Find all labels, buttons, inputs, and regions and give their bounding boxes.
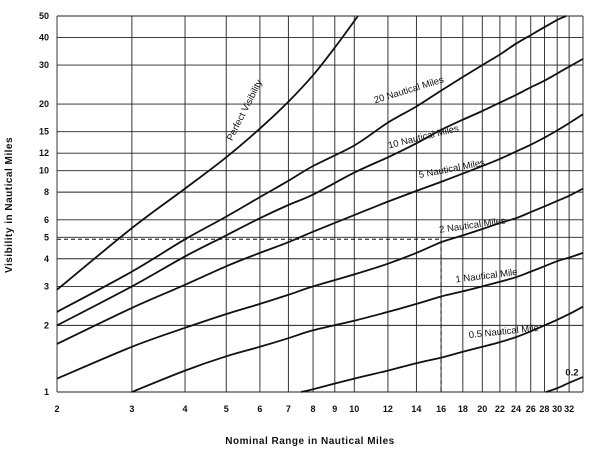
x-tick-label: 5 — [224, 404, 229, 414]
x-tick-label: 18 — [458, 404, 468, 414]
y-tick-label: 40 — [39, 32, 49, 42]
y-tick-label: 5 — [44, 232, 49, 242]
x-tick-label: 26 — [526, 404, 536, 414]
series-line-5-nautical-miles — [56, 113, 584, 345]
x-tick-label: 10 — [349, 404, 359, 414]
x-tick-labels: 2 3 4 5 6 7 8 9 10 12 14 16 18 20 22 24 26 28 30 32 — [54, 404, 574, 414]
series-line-1-nautical-mile — [131, 252, 584, 393]
x-axis-label: Nominal Range in Nautical Miles — [225, 436, 394, 447]
y-tick-label: 10 — [39, 166, 49, 176]
curve-label: 0.2 — [565, 367, 578, 378]
y-tick-label: 12 — [39, 148, 49, 158]
x-tick-label: 12 — [383, 404, 393, 414]
x-tick-label: 2 — [54, 404, 59, 414]
y-tick-label: 1 — [44, 387, 49, 397]
x-tick-label: 28 — [539, 404, 549, 414]
series-line-perfect-visibility — [56, 15, 359, 291]
curve-label: 1 Nautical Mile — [455, 267, 518, 286]
curve-labels: Perfect Visibility 20 Nautical Miles 10 Na… — [225, 74, 579, 378]
series-line-10-nautical-miles — [56, 58, 584, 327]
y-axis-label: Visibility in Nautical Miles — [4, 137, 15, 273]
x-tick-label: 7 — [286, 404, 291, 414]
curve-label: Perfect Visibility — [225, 78, 265, 143]
y-tick-label: 6 — [44, 215, 49, 225]
x-tick-label: 6 — [257, 404, 262, 414]
x-tick-label: 4 — [183, 404, 188, 414]
x-tick-label: 32 — [564, 404, 574, 414]
grid-lines — [56, 15, 584, 393]
x-tick-label: 3 — [129, 404, 134, 414]
y-tick-label: 3 — [44, 281, 49, 291]
x-tick-label: 16 — [436, 404, 446, 414]
curve-label: 20 Nautical Miles — [373, 74, 446, 106]
y-tick-label: 50 — [39, 11, 49, 21]
y-tick-label: 20 — [39, 99, 49, 109]
x-tick-label: 22 — [495, 404, 505, 414]
y-tick-label: 4 — [44, 254, 49, 264]
series-curves — [56, 15, 584, 393]
series-line-20-nautical-miles — [56, 15, 567, 313]
curve-label: 10 Nautical Miles — [387, 123, 460, 151]
x-tick-label: 20 — [477, 404, 487, 414]
x-tick-label: 9 — [332, 404, 337, 414]
series-line-0-2 — [545, 376, 584, 393]
x-tick-label: 30 — [552, 404, 562, 414]
x-tick-label: 24 — [511, 404, 521, 414]
y-tick-label: 2 — [44, 320, 49, 330]
y-tick-label: 8 — [44, 187, 49, 197]
x-tick-label: 14 — [411, 404, 421, 414]
y-tick-label: 30 — [39, 60, 49, 70]
x-tick-label: 8 — [311, 404, 316, 414]
y-tick-label: 15 — [39, 127, 49, 137]
series-line-0-5-nautical-mile — [300, 305, 584, 393]
series-line-2-nautical-miles — [56, 187, 584, 380]
